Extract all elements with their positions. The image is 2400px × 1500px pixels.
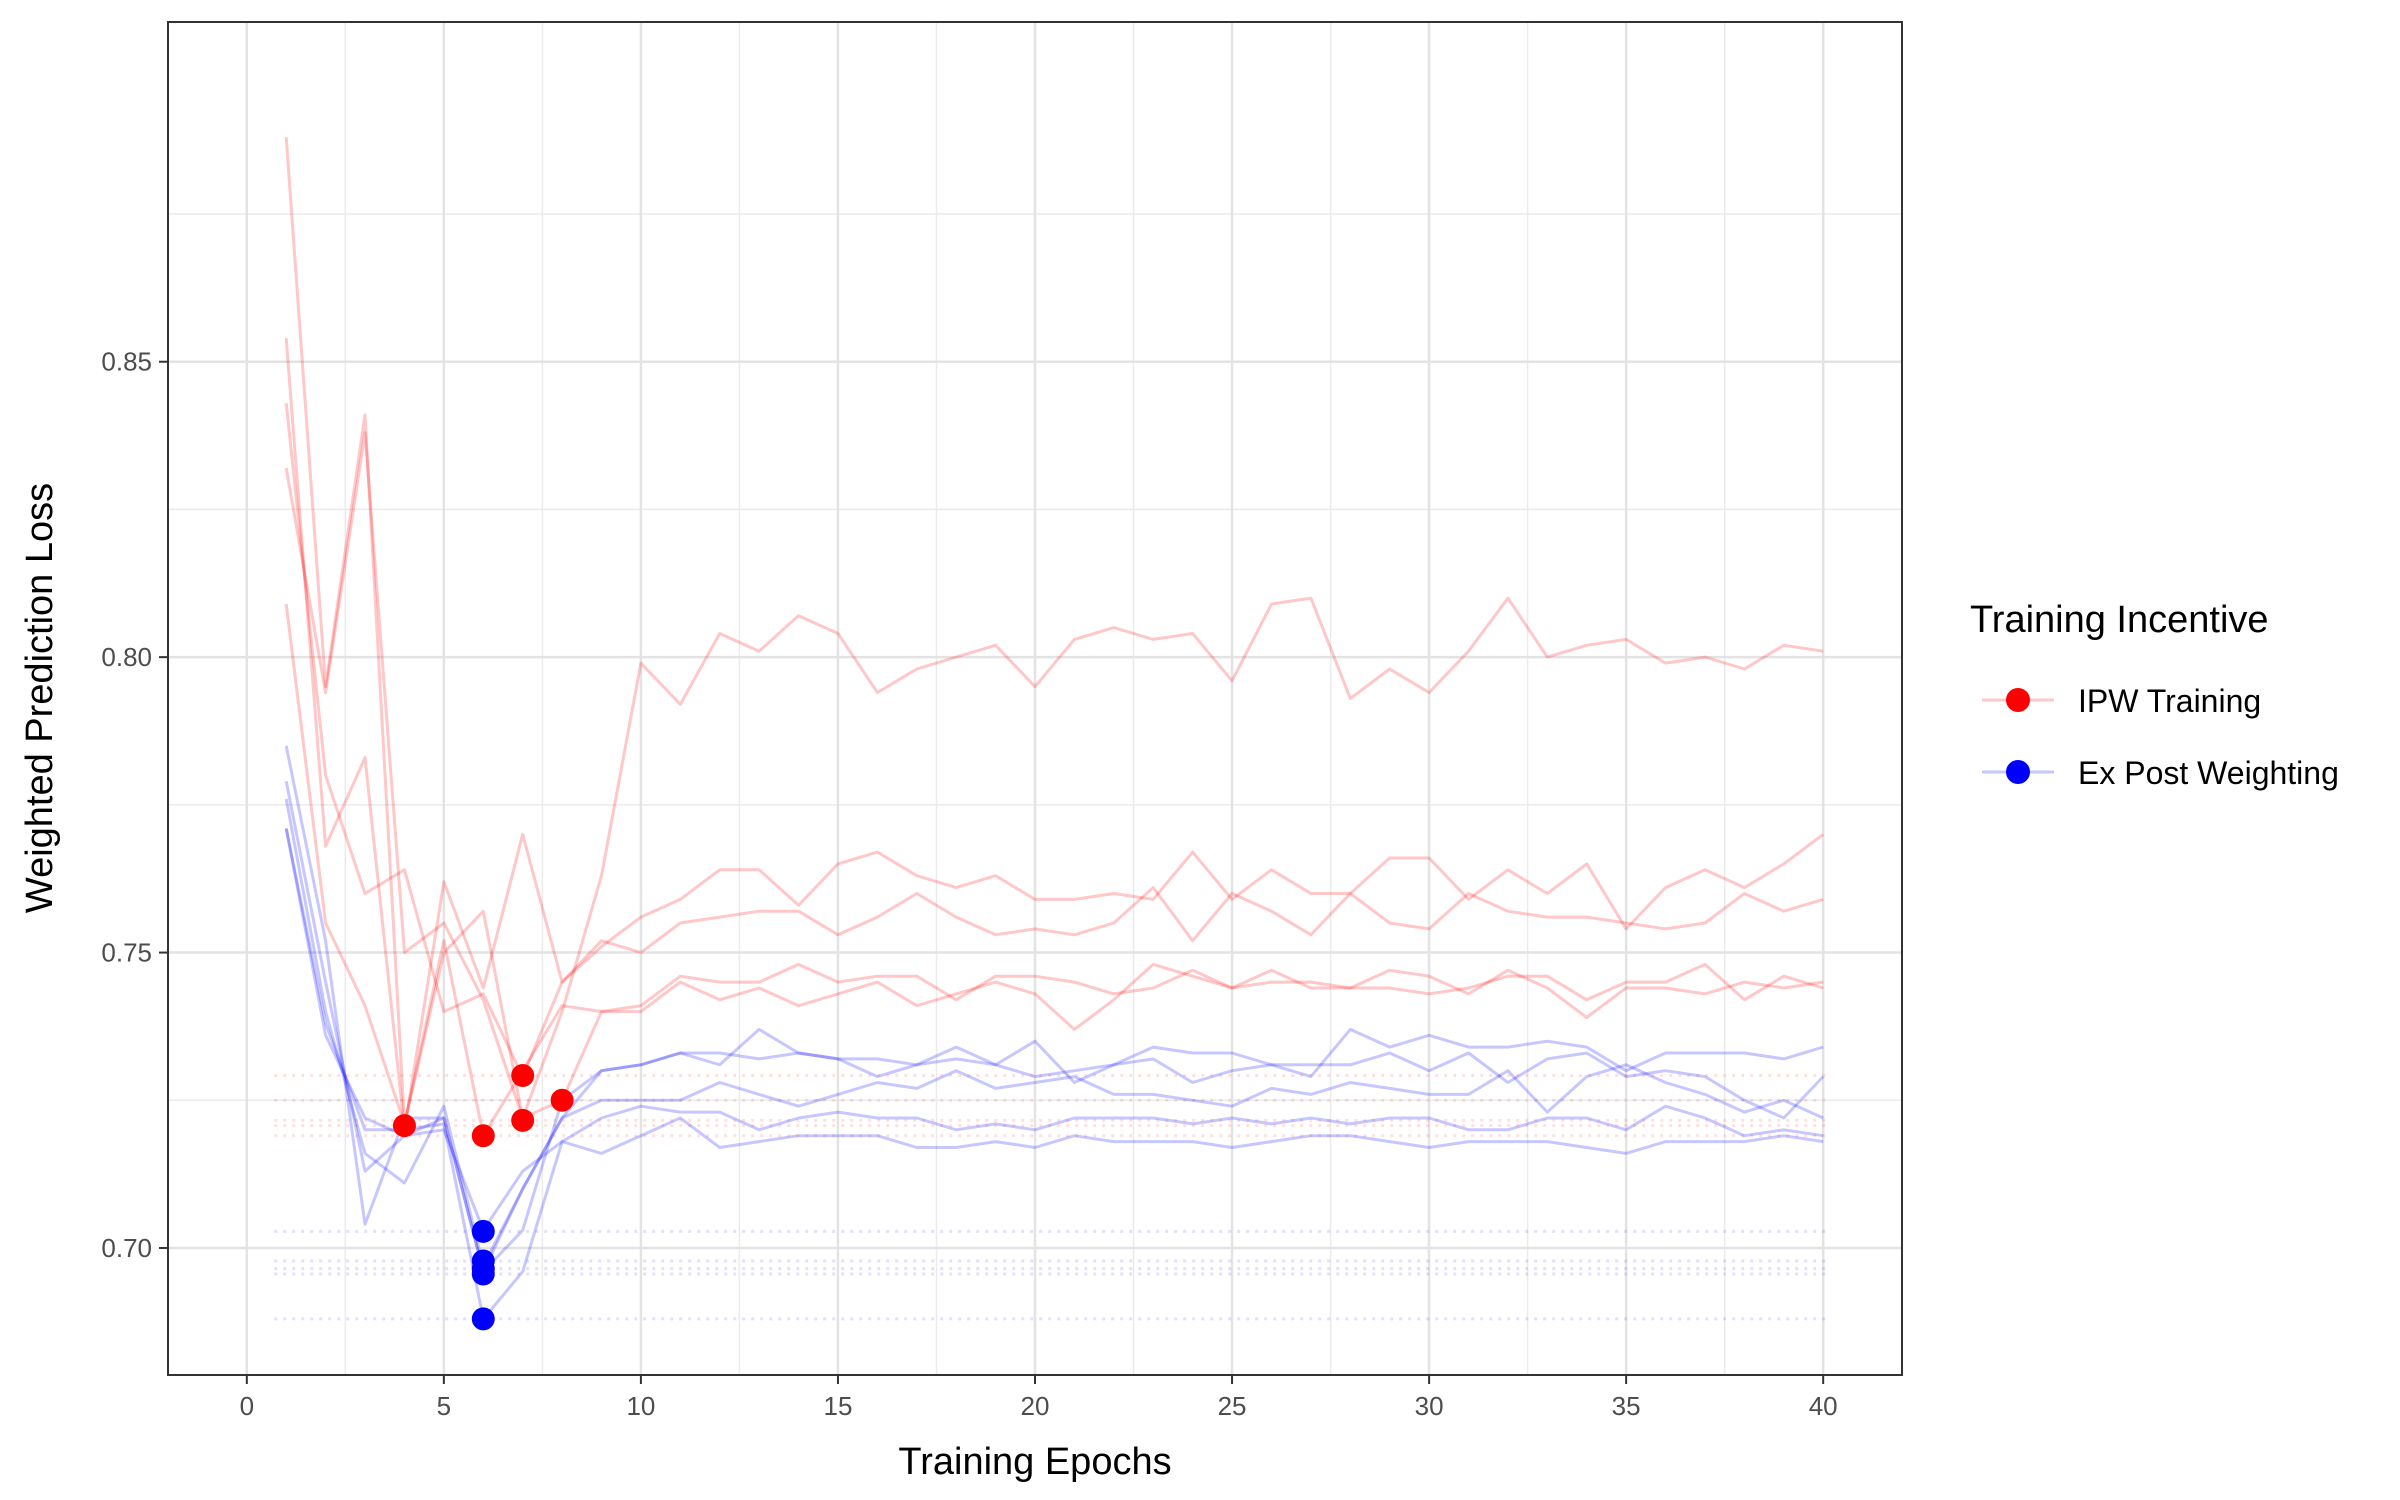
y-tick-label: 0.75 (101, 938, 152, 968)
y-axis-ticks: 0.70 0.75 0.80 0.85 (101, 347, 168, 1263)
x-tick-label: 25 (1218, 1391, 1247, 1421)
series-line-expost (284, 828, 1824, 1232)
x-tick-label: 0 (240, 1391, 254, 1421)
series-line-expost (284, 745, 1824, 1274)
series-lines (284, 137, 1825, 1321)
legend-title: Training Incentive (1970, 599, 2269, 641)
series-line-expost (284, 798, 1824, 1268)
y-axis-title: Weighted Prediction Loss (19, 483, 61, 913)
legend: Training Incentive IPW Training Ex Post … (1970, 599, 2339, 791)
series-line-ipw (284, 431, 1824, 1120)
y-tick-label: 0.80 (101, 642, 152, 672)
series-line-ipw (284, 137, 1824, 1126)
x-tick-label: 20 (1021, 1391, 1050, 1421)
minimum-point-expost (471, 1262, 495, 1286)
major-gridlines (168, 22, 1902, 1375)
minimum-point-ipw (392, 1114, 416, 1138)
legend-entry-ex-post-weighting: Ex Post Weighting (1982, 755, 2339, 791)
x-tick-label: 5 (437, 1391, 451, 1421)
minimum-point-ipw (471, 1124, 495, 1148)
series-line-ipw (284, 337, 1824, 1132)
legend-entry-ipw-training: IPW Training (1982, 683, 2261, 719)
minimum-point-expost (471, 1219, 495, 1243)
x-tick-label: 40 (1809, 1391, 1838, 1421)
legend-key-point-ipw (2006, 688, 2030, 712)
x-axis-title: Training Epochs (898, 1441, 1171, 1483)
series-line-expost (284, 828, 1824, 1321)
x-tick-label: 30 (1415, 1391, 1444, 1421)
x-tick-label: 35 (1612, 1391, 1641, 1421)
minimum-point-ipw (550, 1088, 574, 1112)
series-line-ipw (284, 603, 1824, 1138)
minimum-point-ipw (511, 1108, 535, 1132)
minimum-points (392, 1063, 574, 1331)
legend-label-expost: Ex Post Weighting (2078, 755, 2339, 791)
legend-label-ipw: IPW Training (2078, 683, 2261, 719)
reference-lines (274, 1073, 1832, 1321)
minimum-point-ipw (511, 1063, 535, 1087)
x-axis-ticks: 0 5 10 15 20 25 30 35 40 (240, 1375, 1838, 1421)
series-line-ipw (284, 402, 1825, 1079)
y-tick-label: 0.70 (101, 1233, 152, 1263)
x-tick-label: 15 (823, 1391, 852, 1421)
minimum-point-expost (471, 1307, 495, 1331)
y-tick-label: 0.85 (101, 347, 152, 377)
x-tick-label: 10 (626, 1391, 655, 1421)
legend-key-point-expost (2006, 760, 2030, 784)
series-line-expost (284, 780, 1825, 1274)
